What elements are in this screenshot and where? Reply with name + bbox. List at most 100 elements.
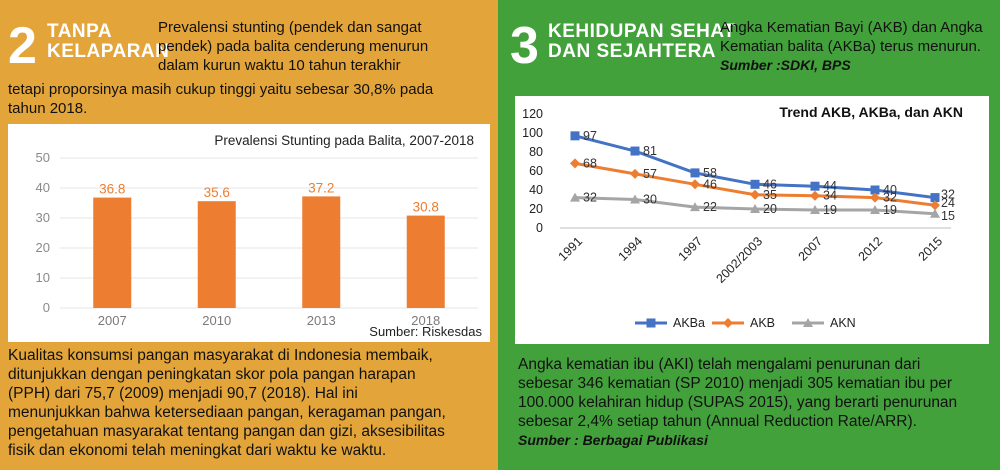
data-label: 24 — [941, 196, 955, 210]
data-label: 36.8 — [99, 182, 125, 197]
body-line: menunjukkan bahwa ketersediaan pangan, k… — [8, 404, 446, 421]
intro-line: dalam kurun waktu 10 tahun terakhir — [158, 57, 401, 74]
body-line: ditunjukkan dengan peningkatan skor pola… — [8, 366, 416, 383]
point — [690, 202, 700, 212]
body-line: 100.000 kelahiran hidup (SUPAS 2015), ya… — [518, 394, 958, 411]
body-text: Kualitas konsumsi pangan masyarakat di I… — [8, 346, 490, 460]
data-label: 30.8 — [413, 200, 439, 215]
point — [750, 189, 760, 200]
point — [723, 318, 733, 328]
body-line: Angka kematian ibu (AKI) telah mengalami… — [518, 356, 921, 373]
chart-title: Prevalensi Stunting pada Balita, 2007-20… — [214, 133, 474, 148]
point — [630, 194, 640, 204]
data-label: 46 — [763, 177, 777, 191]
data-label: 37.2 — [308, 180, 334, 195]
panel-tanpa-kelaparan: 2 TANPA KELAPARAN Prevalensi stunting (p… — [0, 0, 498, 470]
point — [630, 146, 640, 156]
data-label: 81 — [643, 144, 657, 158]
legend-label: AKN — [830, 316, 856, 330]
x-tick-label: 2007 — [98, 313, 127, 328]
point — [930, 208, 940, 218]
point — [630, 168, 640, 179]
y-tick-label: 120 — [522, 107, 543, 121]
intro-line: tetapi proporsinya masih cukup tinggi ya… — [8, 81, 434, 98]
y-tick-label: 0 — [43, 300, 50, 315]
data-label: 58 — [703, 166, 717, 180]
data-label: 32 — [883, 191, 897, 205]
y-tick-label: 60 — [529, 164, 543, 178]
body-text: Angka kematian ibu (AKI) telah mengalami… — [518, 355, 990, 450]
point — [750, 179, 760, 189]
y-tick-label: 10 — [36, 270, 50, 285]
section-heading-line: KELAPARAN — [47, 41, 170, 62]
point — [750, 204, 760, 213]
stunting-chart: Prevalensi Stunting pada Balita, 2007-20… — [8, 124, 490, 342]
panel-kehidupan-sehat: 3 KEHIDUPAN SEHAT DAN SEJAHTERA Angka Ke… — [498, 0, 1000, 470]
body-line: pengetahuan masyarakat tentang pangan da… — [8, 423, 445, 440]
body-line: Kualitas konsumsi pangan masyarakat di I… — [8, 347, 433, 364]
data-label: 20 — [763, 202, 777, 216]
intro-source: Sumber :SDKI, BPS — [720, 57, 851, 73]
trend-chart: Trend AKB, AKBa, dan AKN 0 20 40 60 80 100 120… — [515, 96, 989, 344]
body-line: fisik dan ekonomi telah meningkat dari w… — [8, 442, 387, 459]
data-label: 68 — [583, 156, 597, 170]
point — [646, 318, 656, 328]
chart-title: Trend AKB, AKBa, dan AKN — [779, 104, 963, 120]
data-label: 34 — [823, 189, 837, 203]
y-tick-label: 80 — [529, 145, 543, 159]
intro-line: Kematian balita (AKBa) terus menurun. — [720, 38, 981, 55]
intro-line: Angka Kematian Bayi (AKB) dan Angka — [720, 19, 983, 36]
point — [570, 131, 580, 141]
data-label: 35.6 — [204, 185, 230, 200]
x-tick-label: 2002/2003 — [713, 234, 765, 286]
x-tick-label: 1997 — [676, 234, 706, 264]
data-label: 35 — [763, 188, 777, 202]
bar — [197, 201, 236, 308]
x-tick-label: 2013 — [307, 313, 336, 328]
intro-text: Angka Kematian Bayi (AKB) dan Angka Kema… — [720, 18, 996, 75]
legend-label: AKBa — [673, 316, 705, 330]
legend-label: AKB — [750, 316, 775, 330]
body-line: sebesar 346 kematian (SP 2010) menjadi 3… — [518, 375, 952, 392]
data-label: 22 — [703, 200, 717, 214]
section-number: 3 — [510, 17, 539, 75]
y-tick-label: 20 — [529, 202, 543, 216]
bar — [93, 197, 132, 308]
section-heading: KEHIDUPAN SEHAT DAN SEJAHTERA — [548, 22, 735, 62]
x-tick-label: 2012 — [856, 234, 886, 264]
data-label: 15 — [941, 209, 955, 223]
section-number: 2 — [8, 17, 37, 75]
x-tick-label: 2018 — [411, 313, 440, 328]
data-label: 19 — [883, 203, 897, 217]
point — [810, 204, 820, 214]
section-heading: TANPA KELAPARAN — [47, 22, 169, 62]
body-line: (PPH) dari 75,7 (2009) menjadi 90,7 (201… — [8, 385, 358, 402]
y-tick-label: 30 — [36, 210, 50, 225]
point — [570, 158, 580, 169]
data-label: 32 — [583, 191, 597, 205]
bar — [302, 196, 341, 308]
data-label: 97 — [583, 129, 597, 143]
y-tick-label: 20 — [36, 240, 50, 255]
data-label: 40 — [883, 183, 897, 197]
y-tick-label: 40 — [36, 180, 50, 195]
data-label: 30 — [643, 193, 657, 207]
y-tick-label: 40 — [529, 183, 543, 197]
point — [690, 179, 700, 190]
data-label: 57 — [643, 167, 657, 181]
intro-text-continued: tetapi proporsinya masih cukup tinggi ya… — [8, 80, 494, 118]
x-tick-label: 1994 — [616, 234, 646, 264]
point — [810, 181, 820, 191]
bar — [406, 215, 445, 308]
x-tick-label: 2010 — [202, 313, 231, 328]
intro-line: Prevalensi stunting (pendek dan sangat — [158, 19, 422, 36]
x-tick-label: 1991 — [556, 234, 586, 264]
y-tick-label: 100 — [522, 126, 543, 140]
y-tick-label: 50 — [36, 150, 50, 165]
point — [810, 190, 820, 201]
intro-line: tahun 2018. — [8, 100, 88, 117]
body-line: sebesar 2,4% setiap tahun (Annual Reduct… — [518, 413, 917, 430]
point — [870, 185, 880, 195]
point — [690, 168, 700, 178]
data-label: 44 — [823, 179, 837, 193]
